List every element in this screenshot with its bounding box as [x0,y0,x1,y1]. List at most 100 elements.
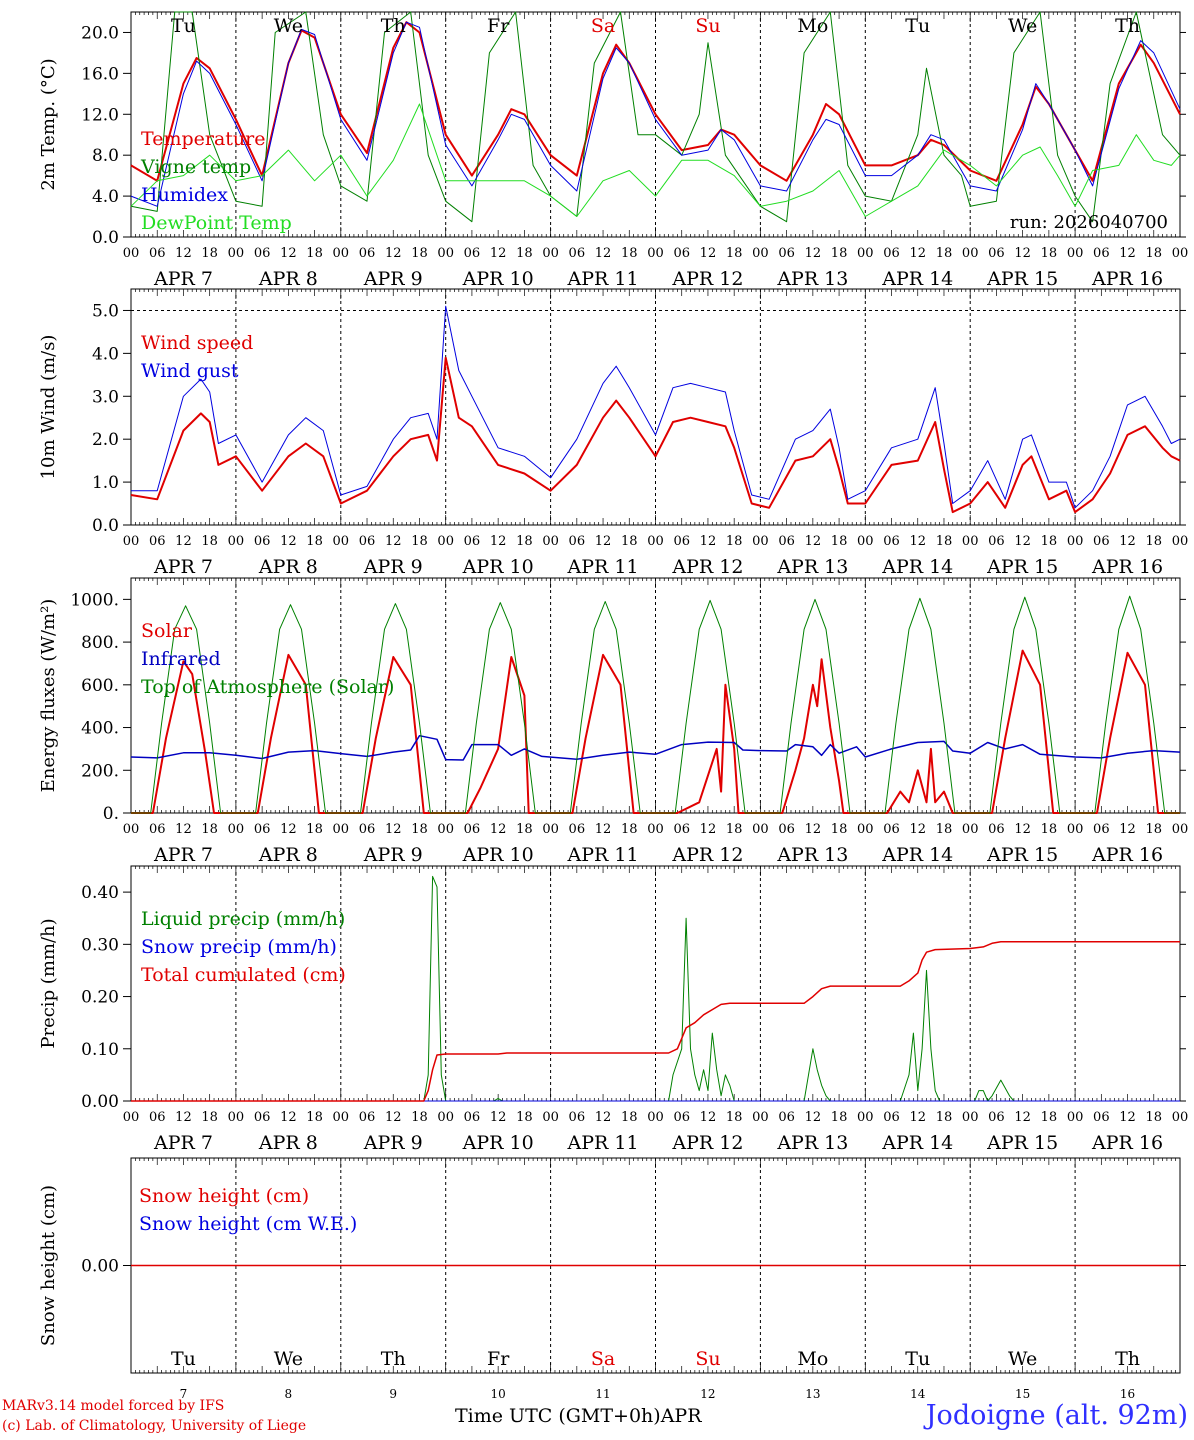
x-hour-label: 18 [726,534,743,549]
y-tick-label: 3.0 [92,387,119,407]
legend-entry: Solar [141,620,193,642]
x-hour-label: 00 [857,1110,874,1125]
day-number-label: 7 [180,1387,188,1400]
x-hour-label: 00 [752,534,769,549]
x-hour-label: 00 [1172,246,1189,261]
x-hour-label: 12 [805,534,822,549]
y-tick-label: 0.40 [81,883,119,903]
x-hour-label: 18 [1146,1110,1163,1125]
weekday-label-bottom: Th [381,1348,406,1370]
x-hour-label: 00 [962,534,979,549]
x-hour-label: 00 [857,822,874,837]
x-hour-label: 00 [1067,246,1084,261]
x-date-label: APR 13 [776,268,848,290]
day-number-label: 14 [910,1387,926,1400]
x-date-label: APR 15 [986,1132,1058,1154]
x-hour-label: 06 [988,246,1005,261]
x-hour-label: 06 [778,534,795,549]
x-hour-label: 00 [1172,822,1189,837]
x-hour-label: 18 [1041,246,1058,261]
time-axis-title: Time UTC (GMT+0h)APR [455,1405,702,1427]
x-hour-label: 12 [1119,1110,1136,1125]
x-hour-label: 00 [542,246,559,261]
x-hour-label: 06 [1093,534,1110,549]
x-hour-label: 12 [175,822,192,837]
x-date-label: APR 12 [671,844,743,866]
series-humidex [130,21,1181,207]
x-hour-label: 18 [201,534,218,549]
y-tick-label: 4.0 [92,344,119,364]
x-hour-label: 12 [1014,1110,1031,1125]
y-tick-label: 200. [81,761,119,781]
x-hour-label: 00 [1172,534,1189,549]
weekday-label-bottom: Mo [797,1348,828,1370]
x-hour-label: 00 [542,534,559,549]
x-hour-label: 12 [909,822,926,837]
y-tick-label: 1000. [70,590,119,610]
x-hour-label: 00 [962,822,979,837]
legend-entry: Top of Atmosphere (Solar) [141,676,394,698]
x-hour-label: 12 [909,1110,926,1125]
weekday-label-top: Tu [905,15,930,37]
x-hour-label: 00 [123,1110,140,1125]
legend-entry: Snow height (cm) [139,1185,309,1207]
x-hour-label: 00 [123,246,140,261]
x-hour-label: 00 [1067,822,1084,837]
x-hour-label: 06 [254,1110,271,1125]
x-date-label: APR 7 [153,1132,213,1154]
y-axis-label: 10m Wind (m/s) [38,335,59,480]
legend-entry: Wind speed [141,332,253,354]
y-tick-label: 0. [103,804,119,824]
y-tick-label: 400. [81,719,119,739]
x-hour-label: 18 [1146,822,1163,837]
x-hour-label: 12 [490,822,507,837]
x-hour-label: 00 [542,1110,559,1125]
legend-entry: DewPoint Temp [141,212,292,234]
x-hour-label: 18 [306,1110,323,1125]
weekday-label-top: We [1008,15,1037,37]
y-tick-label: 8.0 [92,146,119,166]
x-hour-label: 18 [516,246,533,261]
legend-entry: Snow precip (mm/h) [141,936,337,958]
x-hour-label: 12 [805,246,822,261]
weekday-label-top: We [274,15,303,37]
x-hour-label: 12 [1014,246,1031,261]
x-hour-label: 06 [149,1110,166,1125]
x-hour-label: 12 [385,822,402,837]
x-hour-label: 18 [936,1110,953,1125]
y-axis-label: Precip (mm/h) [38,918,59,1048]
x-hour-label: 18 [201,1110,218,1125]
x-hour-label: 06 [254,246,271,261]
x-hour-label: 18 [1041,1110,1058,1125]
x-date-label: APR 8 [258,556,318,578]
x-hour-label: 18 [201,822,218,837]
legend-entry: Wind gust [141,360,239,382]
x-hour-label: 00 [437,822,454,837]
x-hour-label: 18 [306,822,323,837]
x-hour-label: 06 [149,246,166,261]
y-tick-label: 0.30 [81,935,119,955]
x-hour-label: 00 [752,246,769,261]
x-date-label: APR 12 [671,556,743,578]
x-hour-label: 00 [123,822,140,837]
x-hour-label: 00 [857,534,874,549]
x-hour-label: 06 [569,1110,586,1125]
x-date-label: APR 11 [567,268,639,290]
x-hour-label: 12 [909,534,926,549]
day-number-label: 15 [1015,1387,1030,1400]
x-date-label: APR 15 [986,844,1058,866]
day-number-label: 12 [700,1387,715,1400]
x-hour-label: 06 [569,822,586,837]
x-date-label: APR 16 [1091,1132,1163,1154]
panel-temp: 0.0 4.0 8.0 12.0 16.0 20.0 2m Temp. (°C) 00 06 12… [38,11,1189,290]
x-hour-label: 18 [516,822,533,837]
x-hour-label: 12 [1119,534,1136,549]
x-date-label: APR 15 [986,556,1058,578]
x-hour-label: 12 [385,246,402,261]
x-date-label: APR 16 [1091,268,1163,290]
x-hour-label: 06 [988,1110,1005,1125]
weekday-label-bottom: Su [695,1348,720,1370]
x-hour-label: 06 [673,534,690,549]
legend-entry: Liquid precip (mm/h) [141,908,345,930]
weekday-label-bottom: We [274,1348,303,1370]
